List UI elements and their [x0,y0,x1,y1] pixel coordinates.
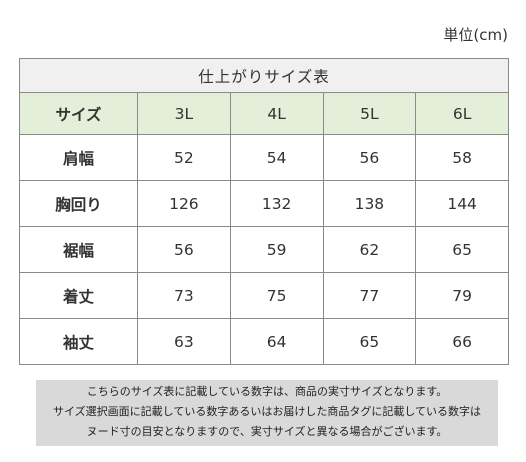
table-row: 胸回り 126 132 138 144 [19,180,509,227]
note-line: ヌード寸の目安となりますので、実寸サイズと異なる場合がございます。 [86,425,448,438]
unit-label: 単位(cm) [443,26,508,44]
header-cell-4l: 4L [229,92,324,135]
table-cell: 138 [322,180,417,227]
table-row: 裾幅 56 59 62 65 [19,226,509,273]
table-cell: 65 [415,226,509,273]
header-cell-3l: 3L [137,92,231,135]
table-row: 着丈 73 75 77 79 [19,272,509,319]
row-label-length: 着丈 [19,272,138,319]
table-row: 袖丈 63 64 65 66 [19,318,509,365]
size-table: 仕上がりサイズ表 サイズ 3L 4L 5L 6L 肩幅 52 54 56 58 … [19,58,509,365]
table-cell: 58 [415,134,509,181]
table-cell: 52 [137,134,231,181]
table-row: 肩幅 52 54 56 58 [19,134,509,181]
table-cell: 59 [229,226,324,273]
table-cell: 63 [137,318,231,365]
table-caption-row: 仕上がりサイズ表 [19,58,509,93]
table-cell: 56 [322,134,417,181]
table-cell: 65 [322,318,417,365]
row-label-shoulder: 肩幅 [19,134,138,181]
table-cell: 54 [229,134,324,181]
table-cell: 144 [415,180,509,227]
table-cell: 66 [415,318,509,365]
note-line: サイズ選択画面に記載している数字あるいはお届けした商品タグに記載している数字は [52,405,481,418]
header-cell-5l: 5L [322,92,417,135]
table-header-row: サイズ 3L 4L 5L 6L [19,92,509,135]
table-cell: 62 [322,226,417,273]
note-line: こちらのサイズ表に記載している数字は、商品の実寸サイズとなります。 [86,385,448,398]
row-label-sleeve: 袖丈 [19,318,138,365]
table-cell: 79 [415,272,509,319]
table-cell: 75 [229,272,324,319]
table-cell: 56 [137,226,231,273]
row-label-chest: 胸回り [19,180,138,227]
table-cell: 132 [229,180,324,227]
size-note: こちらのサイズ表に記載している数字は、商品の実寸サイズとなります。 サイズ選択画… [36,380,498,446]
table-caption: 仕上がりサイズ表 [19,58,509,93]
table-cell: 126 [137,180,231,227]
header-cell-size: サイズ [19,92,138,135]
row-label-hem: 裾幅 [19,226,138,273]
table-cell: 73 [137,272,231,319]
table-cell: 64 [229,318,324,365]
table-cell: 77 [322,272,417,319]
header-cell-6l: 6L [415,92,509,135]
